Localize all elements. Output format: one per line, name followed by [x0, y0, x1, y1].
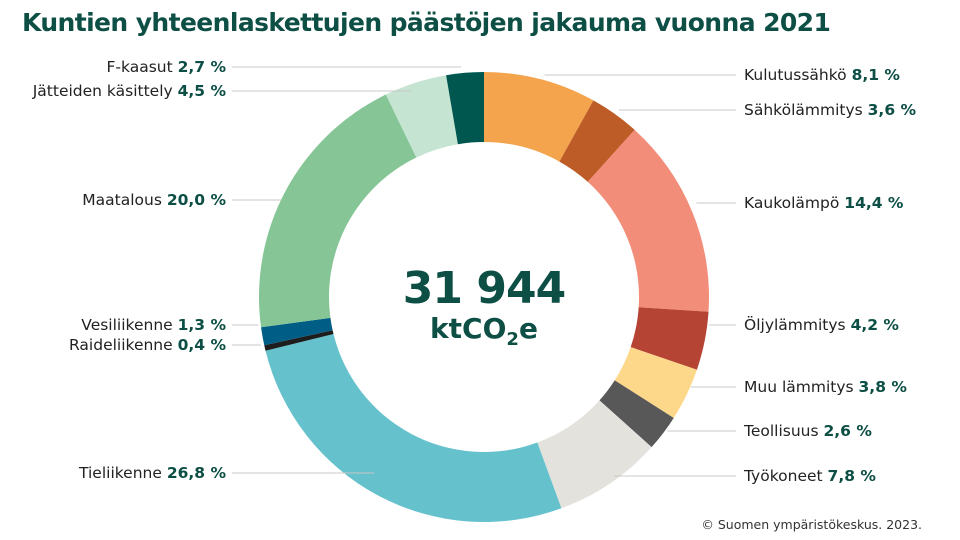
label-tyokoneet: Työkoneet 7,8 %	[743, 467, 876, 485]
label-teollisuus: Teollisuus 2,6 %	[743, 422, 872, 440]
label-value: 20,0 %	[167, 191, 227, 209]
label-value: 26,8 %	[167, 464, 227, 482]
label-value: 0,4 %	[178, 336, 227, 354]
center-total-value: 31 944	[403, 263, 565, 314]
label-kulutussahko: Kulutussähkö 8,1 %	[744, 66, 900, 84]
label-value: 14,4 %	[844, 194, 904, 212]
slice-muu-lammitys	[614, 347, 697, 418]
label-name: F-kaasut	[106, 58, 177, 76]
label-kaukolampo: Kaukolämpö 14,4 %	[744, 194, 904, 212]
chart-title: Kuntien yhteenlaskettujen päästöjen jaka…	[22, 8, 831, 37]
copyright-credit: © Suomen ympäristökeskus. 2023.	[701, 517, 922, 532]
label-name: Vesiliikenne	[81, 316, 177, 334]
label-name: Öljylämmitys	[744, 315, 851, 334]
label-name: Tieliikenne	[78, 464, 167, 482]
slice-sahkolammitys	[559, 100, 635, 182]
label-vesiliikenne: Vesiliikenne 1,3 %	[81, 316, 226, 334]
label-oljylammitys: Öljylämmitys 4,2 %	[744, 315, 899, 334]
label-name: Raideliikenne	[69, 336, 178, 354]
slice-f-kaasut	[446, 72, 484, 145]
label-name: Muu lämmitys	[744, 378, 859, 396]
slice-jatteiden-kasittely	[385, 75, 458, 158]
slice-raideliikenne	[264, 330, 334, 351]
label-muu-lammitys: Muu lämmitys 3,8 %	[744, 378, 907, 396]
label-f-kaasut: F-kaasut 2,7 %	[106, 58, 226, 76]
label-value: 7,8 %	[828, 467, 877, 485]
label-tieliikenne: Tieliikenne 26,8 %	[78, 464, 226, 482]
slice-kaukolampo	[587, 129, 709, 312]
slice-teollisuus	[599, 380, 674, 448]
slice-labels: Kulutussähkö 8,1 % Sähkölämmitys 3,6 % Kau…	[32, 58, 917, 485]
label-name: Kulutussähkö	[744, 66, 852, 84]
slice-tieliikenne	[265, 334, 562, 523]
label-value: 8,1 %	[852, 66, 901, 84]
donut-slices	[259, 72, 709, 523]
label-value: 3,8 %	[859, 378, 908, 396]
label-name: Maatalous	[82, 191, 167, 209]
label-value: 2,6 %	[824, 422, 873, 440]
center-unit-label: ktCO2e	[430, 312, 538, 350]
label-jatteiden-kasittely: Jätteiden käsittely 4,5 %	[32, 82, 227, 100]
slice-vesiliikenne	[261, 317, 333, 346]
label-value: 1,3 %	[178, 316, 227, 334]
label-name: Teollisuus	[743, 422, 824, 440]
label-value: 3,6 %	[868, 101, 917, 119]
slice-tyokoneet	[537, 400, 652, 509]
leader-lines	[232, 66, 736, 477]
label-name: Sähkölämmitys	[744, 101, 868, 119]
slice-kulutussahko	[484, 72, 594, 162]
label-name: Kaukolämpö	[744, 194, 844, 212]
label-maatalous: Maatalous 20,0 %	[82, 191, 226, 209]
label-value: 2,7 %	[178, 58, 227, 76]
label-name: Jätteiden käsittely	[32, 82, 178, 100]
slice-oljylammitys	[630, 307, 709, 370]
slice-maatalous	[259, 94, 417, 328]
label-value: 4,2 %	[851, 316, 900, 334]
label-value: 4,5 %	[178, 82, 227, 100]
label-sahkolammitys: Sähkölämmitys 3,6 %	[744, 101, 916, 119]
label-name: Työkoneet	[743, 467, 828, 485]
label-raideliikenne: Raideliikenne 0,4 %	[69, 336, 226, 354]
